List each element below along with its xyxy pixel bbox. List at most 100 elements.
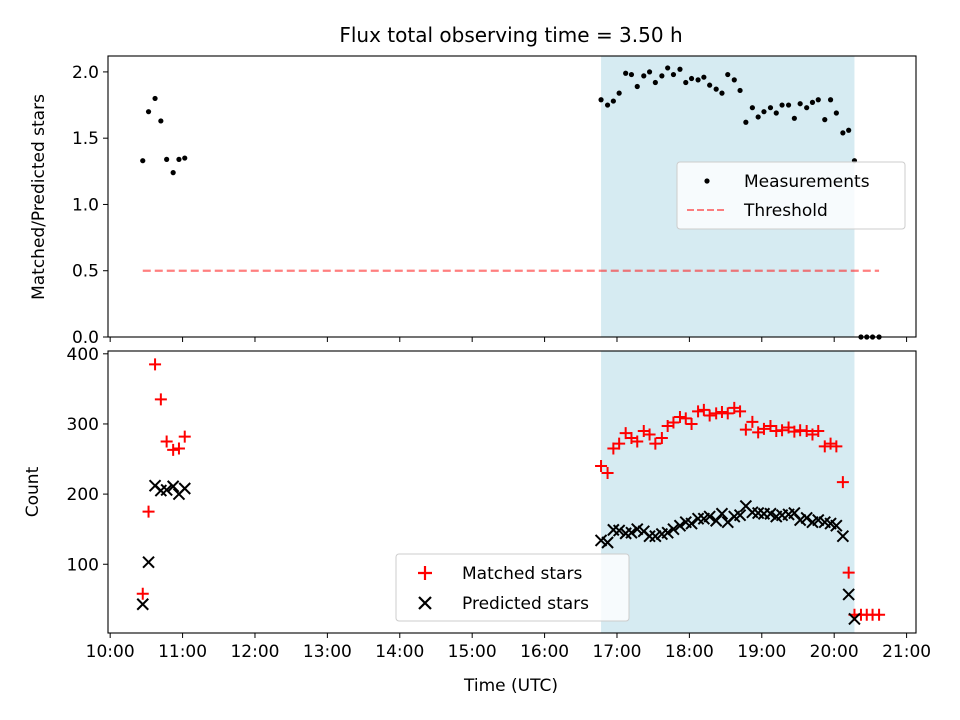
predicted-stars-legend-label: Predicted stars	[462, 594, 589, 614]
measurement-point	[164, 156, 170, 162]
y-tick-label: 200	[67, 485, 99, 505]
matched-star-point	[715, 406, 728, 419]
matched-star-point	[697, 403, 710, 416]
measurement-point	[610, 98, 616, 104]
x-tick-label: 19:00	[737, 642, 786, 662]
bottom-plot-frame	[107, 350, 917, 634]
measurement-point	[725, 71, 731, 78]
predicted-star-point	[142, 555, 155, 569]
measurement-point	[677, 66, 683, 72]
matched-star-point	[685, 417, 698, 430]
measurement-point	[665, 65, 671, 71]
x-tick-label: 21:00	[882, 642, 931, 662]
matched-star-point	[842, 566, 855, 579]
matched-star-point	[788, 425, 801, 438]
matched-star-point	[631, 435, 644, 448]
matched-star-point	[160, 435, 173, 448]
matched-star-point	[655, 431, 668, 444]
top-plot-frame	[107, 55, 917, 338]
measurement-point	[641, 73, 647, 79]
y-tick-label: 1.5	[72, 129, 99, 149]
x-tick-label: 20:00	[810, 642, 859, 662]
measurement-point	[822, 117, 828, 123]
matched-star-point	[703, 409, 716, 422]
measurement-point	[152, 95, 158, 102]
measurement-point	[809, 99, 816, 105]
predicted-star-point	[625, 526, 638, 539]
matched-star-point	[167, 443, 180, 456]
top-x-ticks	[109, 337, 908, 342]
y-tick-label: 0.0	[72, 328, 99, 348]
predicted-star-point	[160, 483, 173, 497]
measurement-point	[628, 71, 635, 78]
top-data-layer	[140, 65, 882, 340]
measurement-point	[804, 105, 810, 111]
matched-stars-legend-label: Matched stars	[462, 564, 582, 584]
matched-star-point	[154, 393, 167, 406]
top-y-axis: 0.0 0.5 1.0 1.5 2.0	[72, 63, 108, 348]
predicted-stars-legend-marker	[418, 596, 432, 610]
measurement-point	[719, 90, 725, 96]
measurement-point	[761, 109, 767, 115]
predicted-star-point	[136, 598, 149, 611]
matched-star-point	[757, 422, 770, 435]
matched-star-point	[172, 442, 185, 455]
measurement-point	[731, 77, 737, 83]
measurement-point	[170, 170, 176, 176]
y-tick-label: 1.0	[72, 195, 99, 215]
measurement-point	[833, 110, 839, 116]
measurement-point	[145, 109, 152, 115]
matched-star-point	[818, 440, 831, 453]
measurements-legend-marker	[704, 178, 710, 184]
predicted-star-point	[830, 519, 843, 532]
measurement-point	[797, 101, 803, 107]
measurement-point	[791, 115, 797, 121]
matched-star-point	[649, 437, 662, 450]
threshold-legend-label: Threshold	[743, 201, 828, 221]
x-tick-label: 12:00	[230, 642, 279, 662]
top-y-axis-label: Matched/Predicted stars	[29, 94, 49, 300]
x-tick-label: 16:00	[520, 642, 569, 662]
matched-star-point	[739, 423, 752, 436]
top-legend: Measurements Threshold	[676, 161, 906, 230]
matched-star-point	[692, 405, 705, 418]
x-tick-label: 17:00	[592, 642, 641, 662]
measurement-point	[707, 82, 713, 88]
matched-star-point	[136, 587, 149, 600]
matched-star-point	[710, 407, 723, 420]
measurement-point	[695, 77, 701, 83]
measurement-point	[840, 130, 846, 136]
predicted-star-point	[601, 536, 614, 549]
matched-star-point	[667, 416, 680, 429]
bottom-panel: 100 200 300 400 10:00 11:00 12:00 13:00 14:00 15…	[23, 345, 931, 696]
matched-star-point	[721, 407, 734, 420]
top-panel: 0.00.51.01.52.0 Matched/Predicted stars …	[29, 55, 917, 348]
matched-star-point	[824, 437, 837, 450]
matched-star-point	[776, 424, 789, 437]
measurement-point	[785, 102, 792, 108]
matched-star-point	[142, 505, 155, 518]
top-legend-box	[676, 161, 906, 230]
predicted-star-point	[715, 507, 729, 520]
x-tick-label: 13:00	[303, 642, 352, 662]
measurement-point	[815, 97, 821, 103]
measurement-point	[846, 127, 852, 133]
measurement-point	[773, 110, 779, 116]
predicted-star-point	[836, 529, 850, 543]
matched-star-point	[746, 415, 759, 428]
measurement-point	[749, 105, 755, 111]
measurement-point	[623, 70, 629, 76]
y-tick-label: 300	[67, 415, 99, 435]
measurement-point	[743, 119, 749, 125]
measurement-point	[646, 69, 653, 75]
predicted-star-point	[178, 482, 191, 495]
matched-stars-legend-marker	[418, 566, 432, 580]
y-tick-label: 100	[67, 555, 99, 575]
measurement-point	[767, 105, 774, 111]
x-tick-label: 10:00	[86, 642, 135, 662]
matched-star-point	[679, 412, 692, 425]
y-tick-label: 0.5	[72, 262, 99, 282]
measurement-point	[755, 114, 761, 120]
bottom-legend-box	[395, 553, 630, 622]
